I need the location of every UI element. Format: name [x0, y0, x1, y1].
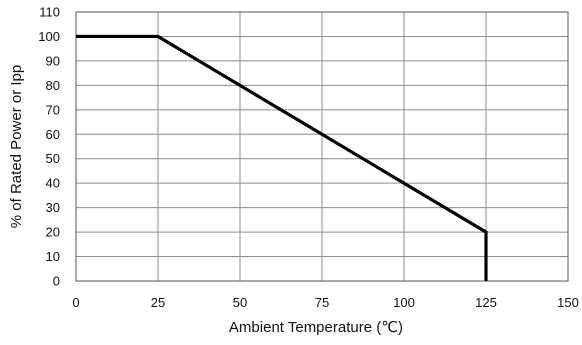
y-tick-label: 90	[46, 53, 60, 68]
y-tick-label: 100	[38, 29, 60, 44]
y-tick-label: 20	[46, 225, 60, 240]
y-tick-label: 70	[46, 102, 60, 117]
x-tick-label: 100	[393, 295, 415, 310]
y-tick-label: 40	[46, 176, 60, 191]
y-tick-label: 50	[46, 151, 60, 166]
y-tick-label: 30	[46, 200, 60, 215]
y-tick-label: 60	[46, 127, 60, 142]
x-tick-label: 125	[475, 295, 497, 310]
x-tick-label: 0	[72, 295, 79, 310]
x-tick-label: 25	[151, 295, 165, 310]
y-tick-label: 110	[39, 5, 60, 20]
plot-frame	[75, 11, 569, 282]
x-tick-label: 75	[315, 295, 329, 310]
derating-curve	[76, 34, 488, 281]
x-tick-label: 50	[233, 295, 247, 310]
y-tick-label: 10	[46, 249, 60, 264]
series-layer	[76, 34, 488, 281]
x-tick-label: 150	[557, 295, 579, 310]
grid	[76, 12, 568, 281]
y-tick-label: 0	[53, 274, 60, 289]
y-tick-labels: 0 10 20 30 40 50 60 70 80 90 100 110	[38, 5, 60, 289]
y-tick-label: 80	[46, 78, 60, 93]
y-axis-title: % of Rated Power or Ipp	[8, 65, 25, 228]
x-axis-title: Ambient Temperature (℃)	[229, 319, 403, 336]
x-tick-labels: 0 25 50 75 100 125 150	[72, 295, 578, 310]
